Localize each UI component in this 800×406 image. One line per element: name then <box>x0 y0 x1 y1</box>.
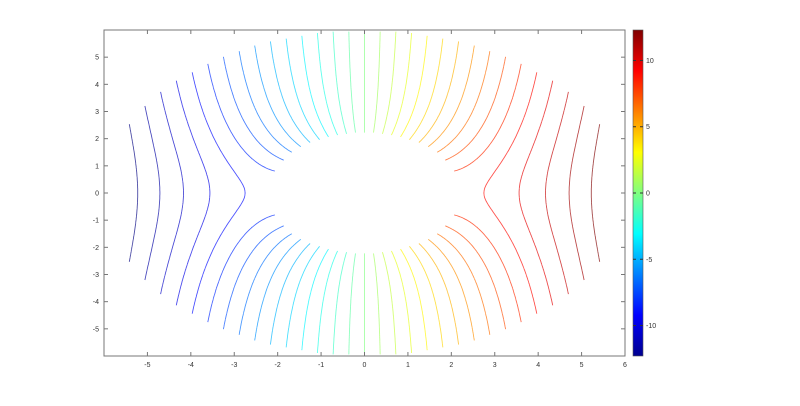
colorbar-tick-label: 5 <box>646 124 650 131</box>
x-tick-label: -3 <box>231 362 237 369</box>
colorbar-tick-label: -5 <box>646 257 652 264</box>
contour-level-line <box>238 51 293 335</box>
y-tick-label: -3 <box>93 272 99 279</box>
contour-level-line <box>454 63 522 323</box>
contour-level-line <box>400 35 428 351</box>
contour-level-line <box>316 32 339 354</box>
x-tick-label: 5 <box>580 362 584 369</box>
contour-level-line <box>269 41 311 345</box>
contour-level-line <box>445 56 507 330</box>
x-tick-label: 1 <box>406 362 410 369</box>
y-tick-label: 0 <box>95 191 99 198</box>
contour-level-line <box>301 35 329 351</box>
x-tick-label: -5 <box>144 362 150 369</box>
colorbar-axis: -10 -5 0 5 10 <box>633 58 656 330</box>
contour-lines <box>128 30 601 356</box>
x-tick-label: 6 <box>623 362 627 369</box>
contour-level-line <box>418 41 460 345</box>
x-tick-label: -4 <box>188 362 194 369</box>
contour-level-line <box>427 45 475 341</box>
contour-level-line <box>348 31 356 355</box>
x-tick-label: 4 <box>536 362 540 369</box>
contour-level-line <box>191 72 246 314</box>
contour-level-line <box>373 31 381 355</box>
colorbar-tick-label: -10 <box>646 323 656 330</box>
contour-level-line <box>590 124 601 262</box>
contour-level-line <box>545 91 569 295</box>
y-tick-label: 4 <box>95 82 99 89</box>
y-tick-label: -1 <box>93 218 99 225</box>
y-axis: -5 -4 -3 -2 -1 0 1 2 3 4 5 <box>93 55 625 333</box>
contour-level-line <box>207 63 275 323</box>
x-tick-label: 3 <box>493 362 497 369</box>
x-tick-label: 0 <box>363 362 367 369</box>
contour-level-line <box>285 38 320 348</box>
contour-level-line <box>483 72 538 314</box>
contour-level-line <box>568 105 585 281</box>
contour-level-line <box>160 91 184 295</box>
contour-level-line <box>175 80 211 306</box>
contour-level-line <box>222 56 284 330</box>
contour-level-line <box>381 31 397 355</box>
y-tick-label: -4 <box>93 299 99 306</box>
contour-level-line <box>436 51 491 335</box>
contour-level-line <box>332 31 348 355</box>
y-tick-label: 1 <box>95 163 99 170</box>
contour-level-line <box>518 80 554 306</box>
contour-level-line <box>409 38 444 348</box>
x-tick-label: 2 <box>449 362 453 369</box>
x-tick-label: -1 <box>318 362 324 369</box>
contour-level-line <box>128 124 139 262</box>
y-tick-label: 5 <box>95 55 99 62</box>
contour-level-line <box>254 45 302 341</box>
contour-level-line <box>144 105 161 281</box>
y-tick-label: 3 <box>95 109 99 116</box>
x-tick-label: -2 <box>275 362 281 369</box>
y-tick-label: -5 <box>93 326 99 333</box>
colorbar-tick-label: 10 <box>646 58 654 65</box>
contour-level-line <box>390 32 413 354</box>
y-tick-label: -2 <box>93 245 99 252</box>
y-tick-label: 2 <box>95 136 99 143</box>
x-axis: -5 -4 -3 -2 -1 0 1 2 3 4 5 6 <box>144 30 627 369</box>
colorbar-tick-label: 0 <box>646 191 650 198</box>
